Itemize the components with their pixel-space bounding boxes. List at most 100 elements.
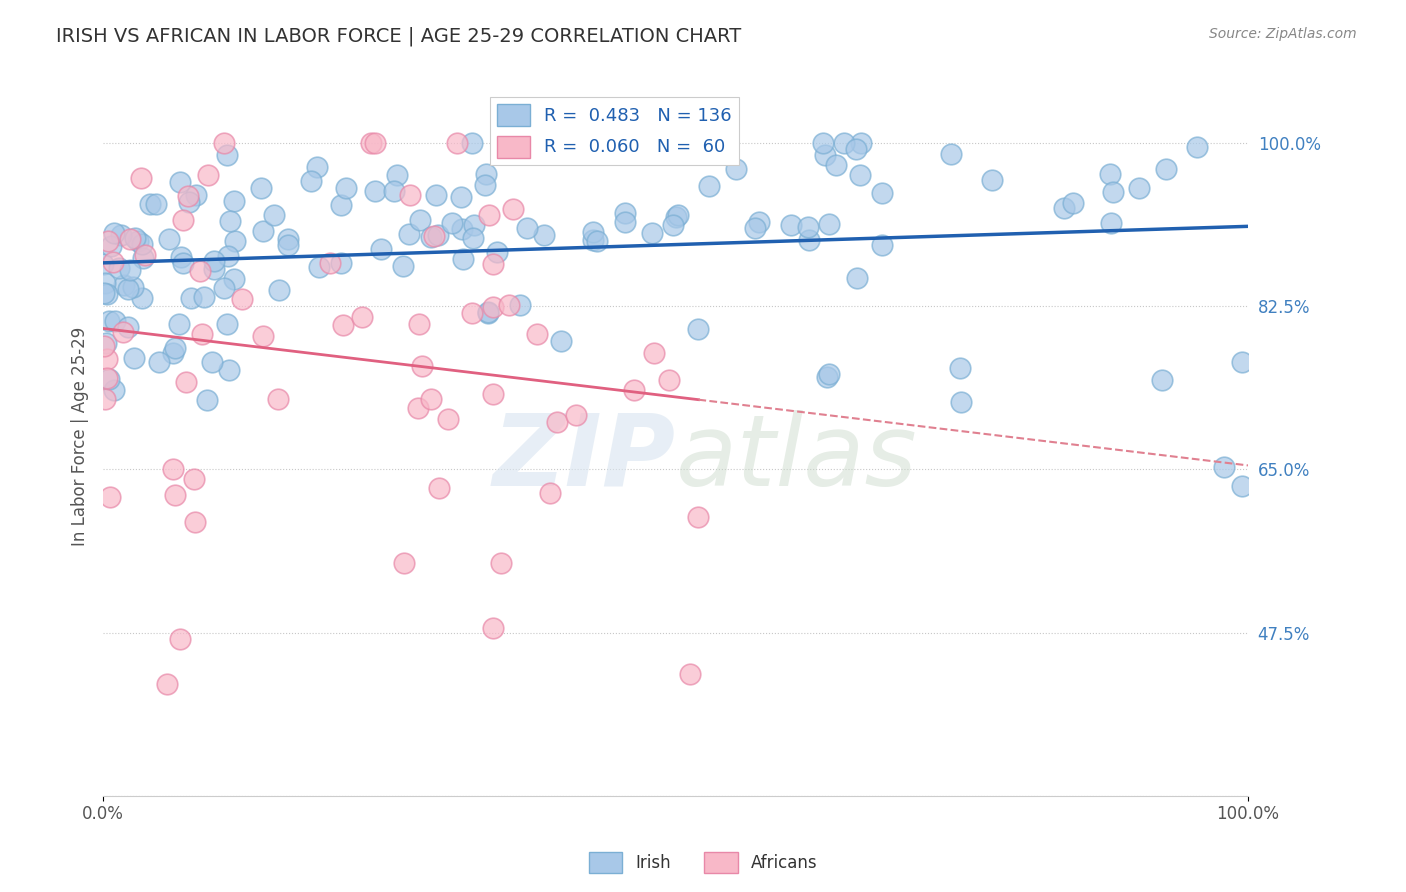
Point bbox=[981, 173, 1004, 187]
Point bbox=[117, 282, 139, 296]
Point bbox=[163, 488, 186, 502]
Point bbox=[193, 290, 215, 304]
Point bbox=[162, 346, 184, 360]
Point bbox=[330, 256, 353, 270]
Point bbox=[222, 272, 245, 286]
Point bbox=[797, 233, 820, 247]
Point bbox=[688, 322, 710, 336]
Point bbox=[482, 621, 505, 635]
Point bbox=[546, 415, 568, 429]
Point bbox=[818, 367, 841, 381]
Point bbox=[844, 142, 866, 156]
Point bbox=[172, 213, 194, 227]
Point bbox=[482, 257, 505, 271]
Point bbox=[382, 185, 405, 199]
Point bbox=[406, 401, 429, 415]
Text: ZIP: ZIP bbox=[492, 409, 675, 507]
Text: Source: ZipAtlas.com: Source: ZipAtlas.com bbox=[1209, 27, 1357, 41]
Point bbox=[104, 314, 127, 328]
Point bbox=[939, 147, 962, 161]
Point bbox=[477, 305, 499, 319]
Point bbox=[1185, 140, 1208, 154]
Point bbox=[174, 375, 197, 389]
Point bbox=[482, 387, 505, 401]
Point bbox=[502, 202, 524, 216]
Point bbox=[450, 189, 472, 203]
Point bbox=[94, 277, 117, 291]
Point bbox=[329, 197, 352, 211]
Point bbox=[744, 221, 766, 235]
Point bbox=[212, 281, 235, 295]
Point bbox=[526, 327, 548, 342]
Point bbox=[569, 136, 592, 150]
Point bbox=[132, 251, 155, 265]
Point bbox=[797, 219, 820, 234]
Point bbox=[120, 262, 142, 277]
Point bbox=[478, 208, 501, 222]
Point bbox=[202, 261, 225, 276]
Point bbox=[94, 392, 117, 406]
Point bbox=[564, 408, 586, 422]
Point bbox=[450, 221, 472, 235]
Point bbox=[96, 352, 118, 367]
Point bbox=[252, 328, 274, 343]
Point bbox=[218, 362, 240, 376]
Point bbox=[305, 160, 328, 174]
Point bbox=[263, 208, 285, 222]
Point bbox=[1128, 181, 1150, 195]
Point bbox=[509, 298, 531, 312]
Point bbox=[319, 256, 342, 270]
Point bbox=[114, 277, 136, 292]
Point bbox=[724, 162, 747, 177]
Point bbox=[100, 239, 122, 253]
Point bbox=[491, 556, 513, 570]
Point bbox=[156, 677, 179, 691]
Point bbox=[1212, 459, 1234, 474]
Point bbox=[832, 136, 855, 150]
Point bbox=[411, 359, 433, 373]
Point bbox=[1062, 195, 1084, 210]
Point bbox=[169, 632, 191, 646]
Point bbox=[163, 341, 186, 355]
Point bbox=[201, 355, 224, 369]
Point bbox=[176, 189, 198, 203]
Point bbox=[665, 211, 688, 225]
Point bbox=[398, 188, 420, 202]
Point bbox=[184, 188, 207, 202]
Point bbox=[533, 227, 555, 242]
Point bbox=[179, 195, 201, 210]
Point bbox=[1099, 216, 1122, 230]
Point bbox=[679, 667, 702, 681]
Point bbox=[103, 384, 125, 398]
Point bbox=[148, 355, 170, 369]
Point bbox=[224, 194, 246, 208]
Point bbox=[167, 317, 190, 331]
Text: IRISH VS AFRICAN IN LABOR FORCE | AGE 25-29 CORRELATION CHART: IRISH VS AFRICAN IN LABOR FORCE | AGE 25… bbox=[56, 27, 741, 46]
Point bbox=[482, 300, 505, 314]
Point bbox=[195, 393, 218, 408]
Point bbox=[308, 260, 330, 274]
Point bbox=[950, 394, 973, 409]
Point bbox=[477, 305, 499, 319]
Point bbox=[93, 339, 115, 353]
Point bbox=[217, 248, 239, 262]
Point bbox=[98, 490, 121, 504]
Y-axis label: In Labor Force | Age 25-29: In Labor Force | Age 25-29 bbox=[72, 327, 89, 546]
Point bbox=[643, 345, 665, 359]
Point bbox=[103, 226, 125, 240]
Point bbox=[131, 291, 153, 305]
Point bbox=[815, 369, 838, 384]
Point bbox=[538, 486, 561, 500]
Point bbox=[217, 317, 239, 331]
Point bbox=[370, 243, 392, 257]
Point bbox=[461, 306, 484, 320]
Text: atlas: atlas bbox=[675, 409, 917, 507]
Point bbox=[117, 320, 139, 334]
Point bbox=[183, 472, 205, 486]
Point bbox=[332, 318, 354, 333]
Point bbox=[658, 373, 681, 387]
Point bbox=[614, 205, 637, 219]
Point bbox=[252, 224, 274, 238]
Point bbox=[93, 285, 115, 300]
Point bbox=[641, 226, 664, 240]
